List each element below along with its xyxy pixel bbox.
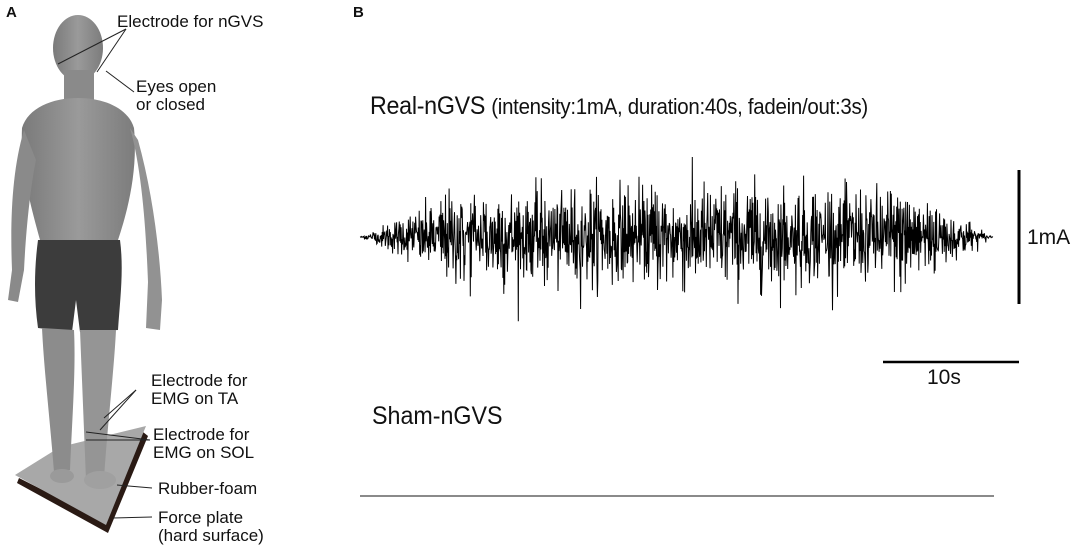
figure-legs: [42, 328, 75, 472]
figure-head: [53, 15, 103, 81]
rubber-foam-shape: [15, 426, 146, 525]
real-ngvs-title: Real-nGVS (intensity:1mA, duration:40s, …: [370, 92, 868, 121]
callout-electrode-emg-ta: Electrode for EMG on TA: [151, 371, 248, 408]
panel-b-letter: B: [353, 4, 364, 21]
callout-rubber-foam: Rubber-foam: [158, 479, 258, 498]
force-plate-shape: [17, 432, 148, 533]
figure-torso: [21, 98, 135, 240]
sham-ngvs-title: Sham-nGVS: [372, 402, 503, 430]
callout-electrode-emg-sol: Electrode for EMG on SOL: [153, 425, 255, 462]
real-ngvs-label: Real-nGVS: [370, 92, 486, 120]
real-ngvs-waveform: [359, 156, 994, 322]
scale-label-1ma: 1mA: [1027, 226, 1071, 249]
figure-shorts: [35, 240, 122, 332]
callout-electrode-ngvs: Electrode for nGVS: [117, 12, 264, 31]
panel-a-letter: A: [6, 4, 17, 21]
callout-force-plate: Force plate (hard surface): [158, 508, 264, 545]
callout-eyes: Eyes open or closed: [136, 77, 217, 114]
real-ngvs-params: (intensity:1mA, duration:40s, fadein/out…: [491, 94, 868, 119]
scale-label-10s: 10s: [927, 366, 961, 389]
